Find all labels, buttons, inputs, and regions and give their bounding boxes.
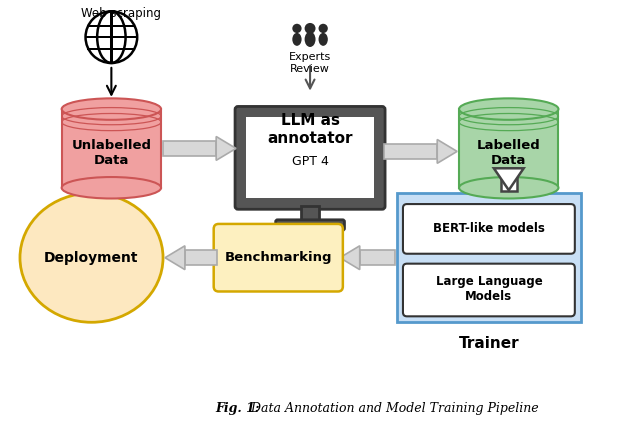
Text: Large Language
Models: Large Language Models — [435, 276, 542, 303]
Ellipse shape — [292, 33, 301, 46]
Text: Web scraping: Web scraping — [81, 7, 161, 20]
Bar — [61, 109, 161, 188]
Polygon shape — [216, 136, 236, 160]
Bar — [246, 118, 374, 199]
Circle shape — [319, 24, 328, 33]
Ellipse shape — [459, 177, 559, 199]
FancyBboxPatch shape — [403, 204, 575, 254]
Text: Fig. 1:: Fig. 1: — [216, 402, 260, 414]
Polygon shape — [340, 246, 360, 270]
Bar — [501, 168, 516, 191]
Text: Trainer: Trainer — [459, 336, 519, 351]
FancyBboxPatch shape — [397, 193, 580, 322]
Polygon shape — [437, 139, 457, 163]
Text: GPT 4: GPT 4 — [292, 155, 328, 168]
Bar — [301, 206, 319, 222]
Circle shape — [305, 23, 316, 34]
Text: Experts
Review: Experts Review — [289, 52, 331, 74]
FancyBboxPatch shape — [403, 264, 575, 317]
Ellipse shape — [20, 193, 163, 322]
Bar — [163, 141, 216, 156]
Text: BERT-like models: BERT-like models — [433, 222, 545, 236]
Text: Deployment: Deployment — [44, 251, 139, 265]
Polygon shape — [494, 168, 524, 190]
Ellipse shape — [319, 33, 328, 46]
Bar — [459, 109, 559, 188]
Text: Labelled
Data: Labelled Data — [477, 139, 541, 167]
Circle shape — [292, 24, 301, 33]
FancyBboxPatch shape — [276, 220, 344, 230]
Text: Data Annotation and Model Training Pipeline: Data Annotation and Model Training Pipel… — [248, 402, 539, 414]
Bar — [384, 144, 437, 159]
Ellipse shape — [305, 32, 316, 47]
Bar — [185, 250, 217, 265]
FancyBboxPatch shape — [214, 224, 343, 291]
Text: LLM as
annotator: LLM as annotator — [268, 113, 353, 146]
Bar — [360, 250, 395, 265]
Ellipse shape — [61, 98, 161, 120]
Text: Unlabelled
Data: Unlabelled Data — [72, 139, 152, 167]
FancyBboxPatch shape — [235, 106, 385, 209]
Ellipse shape — [459, 98, 559, 120]
Ellipse shape — [61, 177, 161, 199]
Polygon shape — [165, 246, 185, 270]
Text: Benchmarking: Benchmarking — [225, 251, 332, 264]
